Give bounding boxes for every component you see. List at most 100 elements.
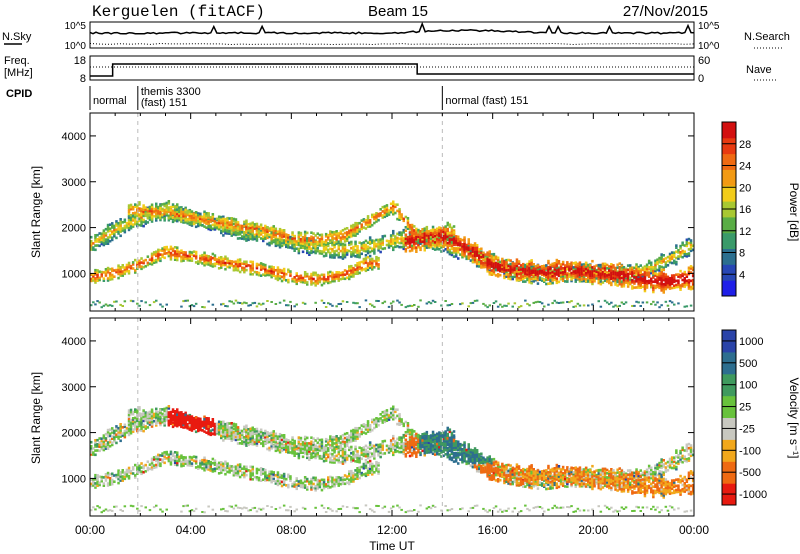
power-cell [689,239,693,242]
power-cell [161,247,164,250]
power-cell [335,232,338,235]
power-cell [591,259,594,263]
power-cell [167,250,171,254]
power-cell [100,234,103,238]
power-cell [308,251,311,254]
power-cell [270,242,273,245]
power-cell [94,236,97,239]
power-cell [540,265,544,268]
power-cell [593,275,596,279]
velocity-cell [127,477,131,480]
power-cell [589,267,592,271]
power-cell [419,234,422,238]
power-cell [545,275,548,279]
velocity-cell [222,428,225,432]
power-cell [650,261,653,265]
power-cell [259,262,263,265]
power-cell [188,208,192,212]
velocity-cell [180,462,183,466]
power-cell [608,277,611,281]
velocity-cell [178,413,181,416]
power-cell [691,268,695,272]
power-cell [205,262,208,266]
power-cell [492,270,496,274]
power-cell [297,237,301,240]
power-cell [138,209,141,212]
velocity-cell [186,427,189,430]
velocity-cell [197,429,200,433]
power-cell [163,219,166,222]
power-cell [691,244,695,247]
velocity-cell [140,427,143,430]
power-cell [337,251,340,255]
power-cell [467,256,470,260]
power-cell [683,277,686,280]
power-cell [211,303,215,306]
velocity-cell [197,420,200,424]
power-cell [316,280,319,283]
power-cell [452,225,456,228]
power-cell [176,212,179,216]
velocity-cell [138,466,141,470]
power-cell [410,236,414,240]
power-cell [213,258,217,261]
velocity-cell [90,453,93,456]
power-cell [450,251,454,255]
power-cell [232,217,236,221]
power-cell [280,229,284,232]
velocity-cell [178,459,181,463]
velocity-cell [96,482,99,485]
power-cell [203,259,206,263]
power-cell [314,279,317,283]
power-cell [180,305,183,308]
power-cell [471,252,475,256]
velocity-cell [96,449,99,452]
power-cell [673,280,676,283]
power-cell [626,283,630,286]
power-cell [551,277,554,280]
power-cell [192,212,196,215]
velocity-cell [138,406,141,409]
power-cell [654,303,657,306]
power-cell [413,240,416,244]
power-cell [658,282,661,285]
power-cell [251,223,254,227]
velocity-cell [108,483,112,486]
power-cell [591,278,594,281]
power-cell [482,265,485,269]
velocity-cell [199,420,202,424]
velocity-cell [190,429,194,432]
power-cell [641,281,645,284]
power-cell [404,229,408,232]
power-cell [169,215,173,218]
power-cell [580,278,584,282]
power-cell [245,221,248,225]
power-cell [381,237,384,240]
velocity-cell [215,422,219,426]
velocity-cell [217,420,221,424]
velocity-cell [163,415,166,419]
power-cell [580,270,584,273]
power-cell [362,249,366,253]
power-cell [222,259,225,263]
velocity-cell [90,451,93,454]
power-cell [656,262,659,266]
power-cell [125,267,129,271]
velocity-cell [140,418,143,422]
power-cell [343,247,347,251]
power-cell [318,252,322,255]
power-cell [582,279,586,283]
power-cell [645,301,649,304]
velocity-cell [140,421,143,424]
power-cell [255,266,259,270]
velocity-cell [119,471,122,474]
velocity-cell [104,443,108,446]
velocity-cell [127,423,131,426]
power-cell [213,220,217,223]
velocity-cell [106,484,110,487]
power-cell [368,219,372,222]
power-cell [324,252,328,255]
velocity-cell [155,414,158,417]
power-cell [282,235,286,238]
